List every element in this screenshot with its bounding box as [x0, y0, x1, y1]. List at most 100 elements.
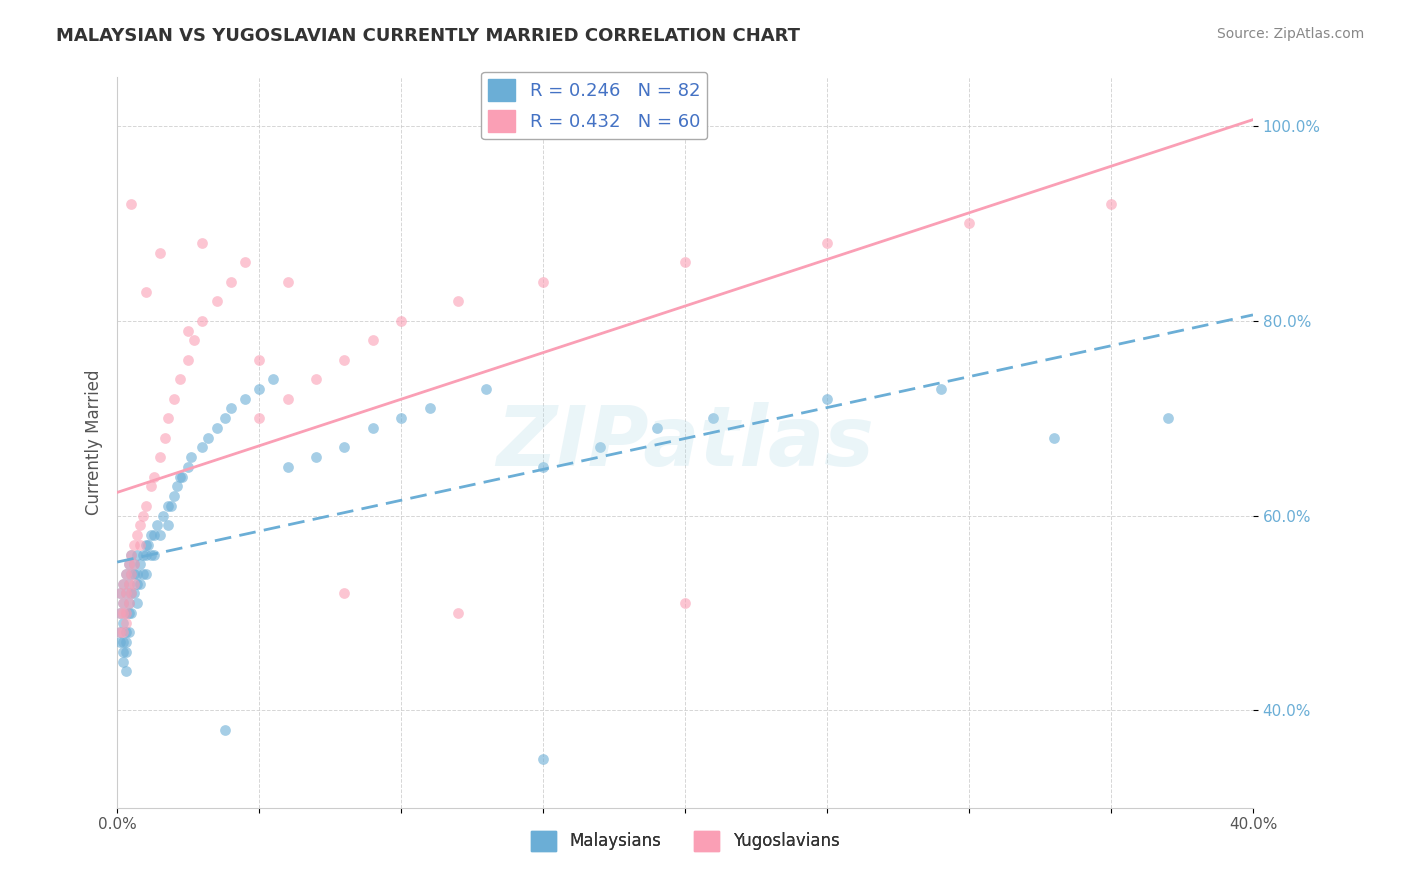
- Point: [531, 275, 554, 289]
- Point: [114, 615, 136, 630]
- Point: [163, 392, 186, 406]
- Point: [589, 441, 612, 455]
- Point: [111, 576, 134, 591]
- Point: [120, 566, 142, 581]
- Point: [929, 382, 952, 396]
- Point: [305, 372, 328, 386]
- Point: [191, 441, 214, 455]
- Point: [152, 508, 174, 523]
- Point: [673, 596, 696, 610]
- Point: [333, 352, 356, 367]
- Point: [143, 469, 166, 483]
- Point: [141, 548, 163, 562]
- Point: [475, 382, 498, 396]
- Point: [262, 372, 284, 386]
- Point: [108, 606, 131, 620]
- Point: [149, 528, 172, 542]
- Point: [1099, 197, 1122, 211]
- Point: [129, 538, 152, 552]
- Point: [120, 586, 142, 600]
- Point: [447, 294, 470, 309]
- Point: [120, 197, 142, 211]
- Point: [214, 411, 236, 425]
- Text: MALAYSIAN VS YUGOSLAVIAN CURRENTLY MARRIED CORRELATION CHART: MALAYSIAN VS YUGOSLAVIAN CURRENTLY MARRI…: [56, 27, 800, 45]
- Point: [122, 558, 145, 572]
- Point: [135, 548, 157, 562]
- Point: [191, 314, 214, 328]
- Point: [815, 235, 838, 250]
- Point: [111, 625, 134, 640]
- Text: Source: ZipAtlas.com: Source: ZipAtlas.com: [1216, 27, 1364, 41]
- Point: [1043, 431, 1066, 445]
- Point: [169, 469, 191, 483]
- Point: [815, 392, 838, 406]
- Point: [108, 586, 131, 600]
- Point: [117, 558, 139, 572]
- Point: [333, 586, 356, 600]
- Point: [149, 450, 172, 465]
- Point: [122, 558, 145, 572]
- Point: [129, 558, 152, 572]
- Point: [135, 285, 157, 299]
- Point: [120, 566, 142, 581]
- Point: [247, 382, 270, 396]
- Point: [120, 586, 142, 600]
- Point: [108, 586, 131, 600]
- Point: [160, 499, 183, 513]
- Point: [120, 548, 142, 562]
- Point: [219, 401, 242, 416]
- Point: [141, 479, 163, 493]
- Point: [177, 459, 200, 474]
- Point: [177, 324, 200, 338]
- Point: [277, 392, 299, 406]
- Point: [702, 411, 724, 425]
- Point: [157, 518, 180, 533]
- Point: [111, 635, 134, 649]
- Point: [114, 606, 136, 620]
- Point: [135, 499, 157, 513]
- Point: [219, 275, 242, 289]
- Point: [117, 625, 139, 640]
- Point: [957, 217, 980, 231]
- Point: [111, 615, 134, 630]
- Point: [531, 459, 554, 474]
- Point: [205, 421, 228, 435]
- Point: [305, 450, 328, 465]
- Point: [673, 255, 696, 269]
- Point: [114, 625, 136, 640]
- Point: [122, 538, 145, 552]
- Point: [132, 508, 155, 523]
- Point: [108, 625, 131, 640]
- Point: [135, 566, 157, 581]
- Point: [214, 723, 236, 737]
- Point: [418, 401, 440, 416]
- Point: [277, 459, 299, 474]
- Text: ZIPatlas: ZIPatlas: [496, 402, 875, 483]
- Point: [120, 548, 142, 562]
- Point: [117, 606, 139, 620]
- Point: [247, 411, 270, 425]
- Point: [114, 586, 136, 600]
- Point: [197, 431, 219, 445]
- Point: [129, 576, 152, 591]
- Point: [122, 576, 145, 591]
- Point: [247, 352, 270, 367]
- Point: [125, 548, 148, 562]
- Point: [125, 566, 148, 581]
- Point: [114, 606, 136, 620]
- Point: [117, 576, 139, 591]
- Point: [177, 352, 200, 367]
- Point: [389, 411, 412, 425]
- Point: [333, 441, 356, 455]
- Point: [361, 334, 384, 348]
- Point: [117, 558, 139, 572]
- Point: [122, 566, 145, 581]
- Point: [135, 538, 157, 552]
- Point: [166, 479, 188, 493]
- Point: [122, 586, 145, 600]
- Point: [108, 625, 131, 640]
- Point: [120, 606, 142, 620]
- Point: [114, 645, 136, 659]
- Point: [146, 518, 169, 533]
- Point: [111, 606, 134, 620]
